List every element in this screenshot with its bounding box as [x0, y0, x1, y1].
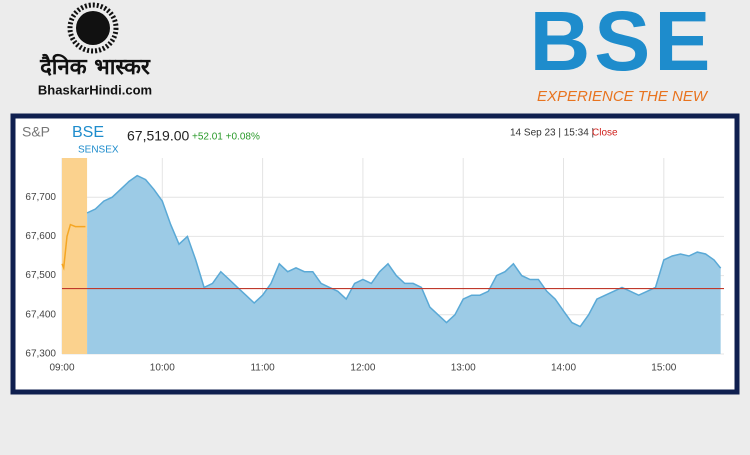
status: Close	[592, 128, 618, 139]
x-tick-label: 10:00	[150, 363, 175, 374]
y-tick-label: 67,600	[25, 231, 56, 242]
line	[86, 174, 722, 328]
bse-label: BSE	[72, 124, 104, 141]
change: +52.01 +0.08%	[192, 132, 260, 143]
x-tick-label: 12:00	[350, 363, 375, 374]
timestamp: 14 Sep 23 | 15:34 |	[510, 128, 594, 139]
bhaskar-logo: दैनिक भास्कर BhaskarHindi.com	[38, 2, 152, 97]
sun-icon	[76, 11, 110, 45]
site: BhaskarHindi.com	[38, 82, 152, 97]
x-tick-label: 11:00	[250, 363, 275, 374]
x-tick-label: 09:00	[49, 363, 74, 374]
y-tick-label: 67,300	[25, 349, 56, 360]
price: 67,519.00	[127, 128, 189, 144]
sun-rays	[67, 2, 119, 54]
x-tick-label: 13:00	[451, 363, 476, 374]
sp-label: S&P	[22, 124, 50, 140]
bse-logo: BSE	[530, 0, 715, 88]
x-tick-label: 15:00	[651, 363, 676, 374]
y-tick-label: 67,400	[25, 309, 56, 320]
x-tick-label: 14:00	[551, 363, 576, 374]
pre-open-shade	[62, 158, 88, 354]
index-name: SENSEX	[78, 145, 119, 156]
plot: 67,300 67,400 67,500 67,600 67,700 09:00 10:00…	[25, 158, 724, 374]
y-tick-label: 67,500	[25, 270, 56, 281]
y-tick-label: 67,700	[25, 192, 56, 203]
tagline: EXPERIENCE THE NEW	[537, 88, 709, 105]
line	[61, 223, 86, 271]
brand: दैनिक भास्कर	[39, 53, 151, 80]
